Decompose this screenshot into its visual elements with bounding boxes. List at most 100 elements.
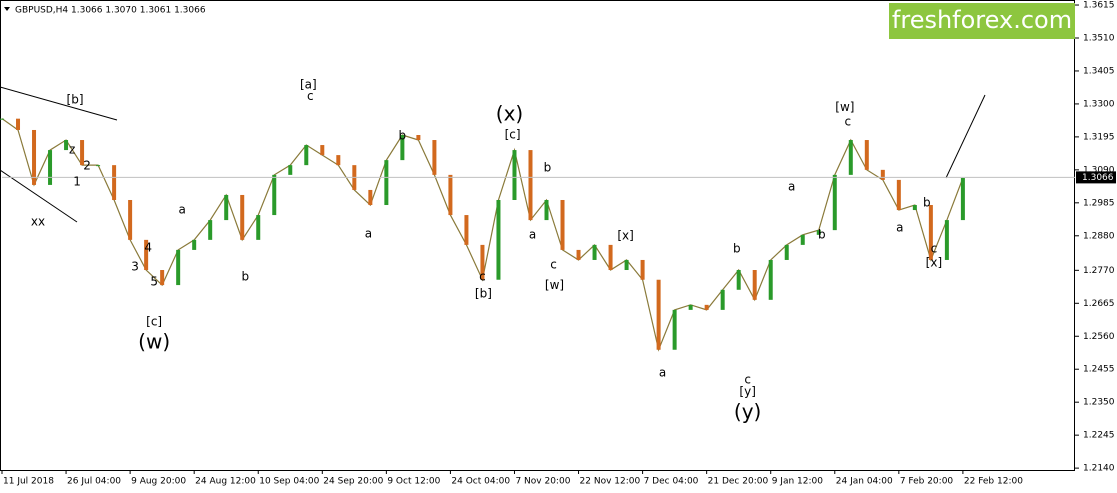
- price-body: [608, 244, 613, 271]
- price-body: [384, 160, 389, 206]
- y-tick-label: 1.3510: [1083, 33, 1115, 43]
- wave-label: b: [399, 128, 407, 142]
- price-body: [528, 150, 533, 221]
- price-body: [368, 189, 373, 206]
- y-tick-label: 1.3405: [1083, 66, 1115, 76]
- x-tick-label: 9 Aug 20:00: [131, 477, 186, 487]
- wave-label: b: [241, 269, 249, 283]
- wave-label: [c]: [146, 314, 162, 328]
- price-body: [960, 178, 965, 221]
- x-tick-label: 22 Nov 12:00: [580, 477, 641, 487]
- wave-label: c: [550, 257, 557, 271]
- wave-label: c: [931, 241, 938, 255]
- wave-label: 2: [83, 159, 91, 173]
- price-body: [896, 179, 901, 211]
- price-body: [112, 165, 117, 200]
- price-body: [592, 244, 597, 260]
- y-tick-label: 1.2560: [1083, 332, 1115, 342]
- price-body: [400, 135, 405, 161]
- price-body: [672, 309, 677, 350]
- price-body: [160, 270, 165, 286]
- wave-label: c: [844, 115, 851, 129]
- price-body: [720, 289, 725, 310]
- x-tick-label: 7 Dec 04:00: [644, 477, 699, 487]
- wave-label: a: [788, 179, 795, 193]
- watermark-box: [889, 3, 1075, 39]
- price-body: [464, 215, 469, 245]
- wave-label: a: [178, 203, 185, 217]
- wave-label: a: [659, 365, 666, 379]
- price-body: [224, 194, 229, 221]
- price-body: [96, 165, 101, 167]
- price-body: [576, 249, 581, 260]
- price-body: [64, 140, 69, 151]
- wave-label: [y]: [739, 384, 755, 398]
- price-body: [32, 129, 37, 185]
- price-body: [496, 199, 501, 280]
- y-tick-label: 1.2455: [1083, 365, 1115, 375]
- price-body: [192, 239, 197, 250]
- wave-label: (w): [138, 329, 170, 353]
- wave-label: c: [307, 89, 314, 103]
- price-body: [928, 205, 933, 260]
- y-tick-label: 1.2245: [1083, 431, 1115, 441]
- price-body: [288, 165, 293, 175]
- wave-label: b: [544, 160, 552, 174]
- price-body: [624, 259, 629, 271]
- current-price-label: 1.3066: [1082, 173, 1114, 183]
- wave-label: 4: [144, 241, 152, 255]
- wave-label: 1: [73, 175, 81, 189]
- price-body: [560, 199, 565, 250]
- price-body: [240, 194, 245, 240]
- y-tick-label: 1.3195: [1083, 132, 1115, 142]
- price-body: [784, 244, 789, 260]
- price-body: [512, 150, 517, 200]
- price-body: [272, 174, 277, 216]
- y-tick-label: 1.3090: [1083, 165, 1115, 175]
- price-body: [944, 220, 949, 260]
- price-body: [848, 140, 853, 175]
- price-body: [688, 304, 693, 310]
- wave-label: xx: [31, 214, 45, 228]
- wave-label: [w]: [835, 100, 854, 114]
- wave-label: b: [923, 195, 931, 209]
- wave-label: 3: [131, 259, 139, 273]
- price-body: [48, 150, 53, 185]
- y-tick-label: 1.2770: [1083, 266, 1115, 276]
- price-body: [656, 279, 661, 350]
- channel-line: [0, 86, 118, 121]
- price-body: [0, 118, 4, 120]
- wave-label: [c]: [505, 128, 521, 142]
- price-body: [640, 259, 645, 280]
- wave-label: a: [529, 227, 536, 241]
- price-body: [448, 174, 453, 216]
- wave-label: b: [733, 241, 741, 255]
- price-body: [736, 270, 741, 290]
- price-body: [256, 215, 261, 240]
- chart-title: GBPUSD,H4 1.3066 1.3070 1.3061 1.3066: [15, 6, 206, 16]
- price-body: [752, 270, 757, 300]
- price-body: [832, 174, 837, 231]
- x-tick-label: 10 Sep 04:00: [259, 477, 319, 487]
- price-body: [864, 140, 869, 170]
- wave-label: [b]: [475, 286, 492, 300]
- price-body: [704, 304, 709, 310]
- price-body: [768, 259, 773, 300]
- wave-label: (x): [496, 102, 523, 126]
- wave-label: a: [896, 220, 903, 234]
- x-tick-label: 21 Dec 20:00: [708, 477, 769, 487]
- current-price-box: [1076, 171, 1116, 184]
- x-tick-label: 11 Jul 2018: [3, 477, 54, 487]
- x-tick-label: 24 Jan 04:00: [836, 477, 893, 487]
- wave-label: [a]: [300, 77, 317, 91]
- wave-label: 5: [150, 274, 158, 288]
- price-body: [336, 155, 341, 166]
- x-tick-label: 22 Feb 12:00: [964, 477, 1023, 487]
- price-body: [304, 145, 309, 166]
- x-tick-label: 26 Jul 04:00: [67, 477, 121, 487]
- price-body: [16, 118, 21, 130]
- wave-label: b: [818, 227, 826, 241]
- y-tick-label: 1.3615: [1083, 1, 1115, 11]
- price-body: [128, 199, 133, 240]
